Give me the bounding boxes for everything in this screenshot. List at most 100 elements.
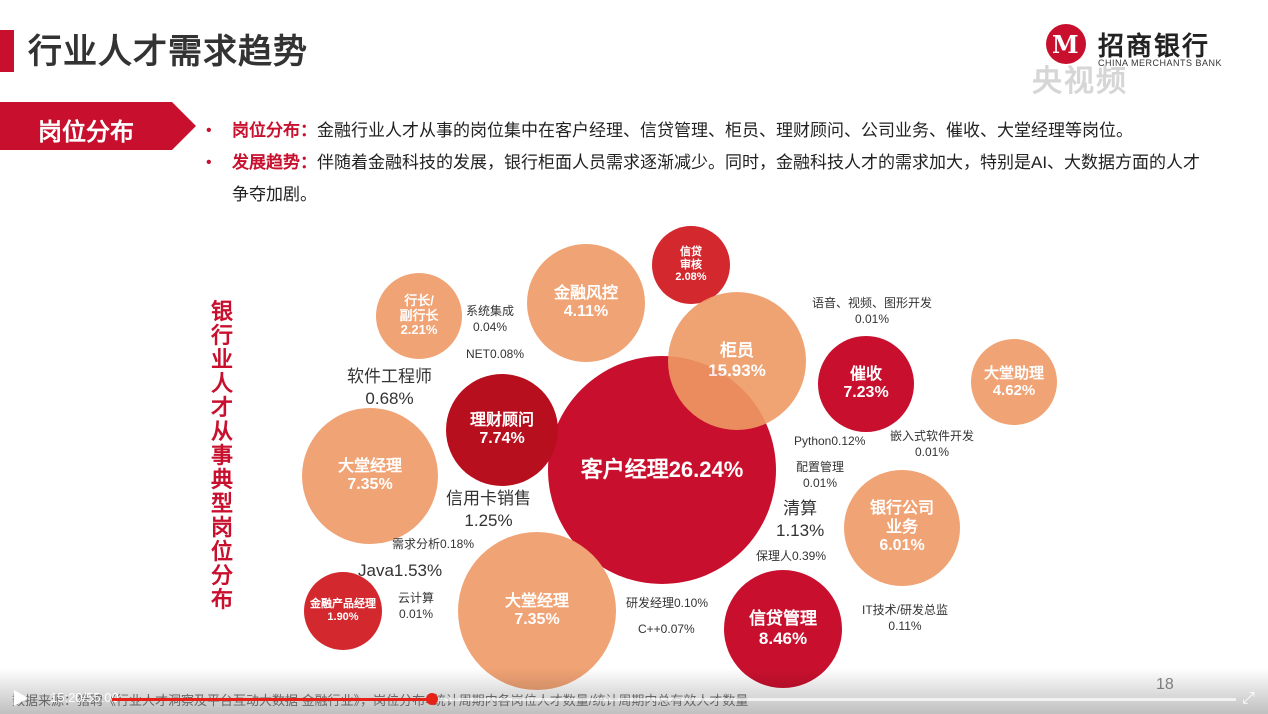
bubble-value: 4.11% bbox=[563, 303, 609, 320]
bubble-value: 15.93% bbox=[708, 361, 766, 380]
bubble-datang-zhuli: 大堂助理 4.62% bbox=[971, 339, 1057, 425]
cmb-logo-mark: M bbox=[1052, 30, 1079, 59]
label-peizhi: 配置管理 0.01% bbox=[796, 460, 844, 491]
bubble-label: 金融风控 bbox=[553, 284, 618, 302]
label-qingsuan: 清算 1.13% bbox=[776, 498, 824, 542]
cmb-logo-icon bbox=[1046, 24, 1086, 64]
label-it-jishu: IT技术/研发总监 0.11% bbox=[862, 603, 948, 634]
label-baoli: 保理人0.39% bbox=[756, 549, 827, 563]
label-xuqiu-fenxi: 需求分析0.18% bbox=[392, 537, 475, 551]
page-number: 18 bbox=[1156, 676, 1174, 694]
label-value: 0.68% bbox=[365, 389, 414, 409]
bubble-hangzhang: 行长/ 副行长 2.21% bbox=[376, 273, 462, 359]
label-cpp: C++0.07% bbox=[638, 622, 695, 636]
bullet-text: 伴随着金融科技的发展，银行柜面人员需求逐渐减少。同时，金融科技人才的需求加大，特… bbox=[232, 153, 1201, 204]
bubble-datang-jingli-2: 大堂经理 7.35% bbox=[458, 532, 616, 690]
bubble-label: 大堂助理 bbox=[983, 364, 1044, 382]
bubble-label: 信贷管理 bbox=[749, 609, 817, 629]
label-value: 0.01% bbox=[398, 606, 434, 621]
title-accent-bar bbox=[0, 30, 14, 72]
label-xitong-jicheng: 系统集成 0.04% bbox=[466, 304, 514, 335]
bubble-label: 理财顾问 bbox=[469, 411, 534, 429]
bubble-label: 审核 bbox=[680, 258, 702, 271]
logo-en: CHINA MERCHANTS BANK bbox=[1098, 58, 1223, 68]
bubble-xindai-shenhe: 信贷 审核 2.08% bbox=[652, 226, 730, 304]
label-value: 0.11% bbox=[888, 618, 922, 633]
bubble-value: 1.90% bbox=[327, 611, 359, 623]
label-java: Java1.53% bbox=[358, 561, 443, 580]
bubble-label: 副行长 bbox=[399, 307, 439, 323]
label-name: 软件工程师 bbox=[347, 367, 432, 386]
bubble-value: 7.35% bbox=[347, 476, 393, 493]
vertical-chart-label: 银行业人才从事典型岗位分布 bbox=[210, 299, 233, 612]
bullet-key: 岗位分布： bbox=[232, 121, 317, 140]
bubble-guiyuan: 柜员 15.93% bbox=[668, 292, 806, 430]
label-name: 配置管理 bbox=[796, 460, 845, 474]
label-python: Python0.12% bbox=[794, 434, 866, 448]
bubble-label: 催收 bbox=[849, 365, 882, 383]
label-name: 语音、视频、图形开发 bbox=[812, 296, 933, 310]
label-yanfa-jingli: 研发经理0.10% bbox=[626, 596, 709, 610]
bullet-2: • 发展趋势：伴随着金融科技的发展，银行柜面人员需求逐渐减少。同时，金融科技人才… bbox=[206, 147, 1217, 211]
play-icon[interactable] bbox=[14, 690, 28, 706]
label-name: 清算 bbox=[783, 499, 818, 518]
bubble-label: 信贷 bbox=[680, 246, 702, 259]
bubble-licai-guwen: 理财顾问 7.74% bbox=[446, 374, 558, 486]
label-xinyongka: 信用卡销售 1.25% bbox=[446, 488, 531, 532]
progress-fill bbox=[112, 698, 432, 701]
label-value: 1.13% bbox=[776, 521, 825, 541]
cctv-watermark: 央视频 bbox=[1032, 65, 1128, 98]
bubble-cuishou: 催收 7.23% bbox=[818, 336, 914, 432]
bullet-text: 金融行业人才从事的岗位集中在客户经理、信贷管理、柜员、理财顾问、公司业务、催收、… bbox=[317, 121, 1133, 140]
bubble-value: 2.21% bbox=[400, 322, 438, 338]
bubble-value: 6.01% bbox=[879, 537, 925, 555]
bubble-label: 业务 bbox=[885, 518, 918, 536]
label-name: 信用卡销售 bbox=[446, 489, 531, 508]
bubble-value: 4.62% bbox=[992, 382, 1036, 399]
label-name: 云计算 bbox=[398, 591, 435, 605]
bubble-value: 7.74% bbox=[479, 430, 525, 447]
progress-knob[interactable] bbox=[426, 693, 438, 705]
progress-track[interactable] bbox=[112, 698, 1236, 701]
bubble-yinhang-gongsi: 银行公司 业务 6.01% bbox=[844, 470, 960, 586]
section-tag-label: 岗位分布 bbox=[38, 119, 134, 146]
bubble-value: 7.35% bbox=[514, 611, 560, 628]
bubble-label: 银行公司 bbox=[869, 500, 934, 518]
bubble-jinrong-chanpin: 金融产品经理 1.90% bbox=[304, 572, 382, 650]
label-name: 系统集成 bbox=[466, 304, 515, 318]
bubble-label: 客户经理26.24% bbox=[580, 457, 744, 483]
bullet-1: • 岗位分布：金融行业人才从事的岗位集中在客户经理、信贷管理、柜员、理财顾问、公… bbox=[206, 115, 1222, 147]
label-ruanjian-gongchengshi: 软件工程师 0.68% bbox=[347, 366, 432, 410]
label-value: 0.01% bbox=[914, 444, 950, 459]
bubble-label: 行长/ bbox=[404, 292, 434, 308]
bubble-label: 柜员 bbox=[720, 341, 754, 361]
label-name: IT技术/研发总监 bbox=[862, 603, 948, 617]
bubble-jinrong-fengkong: 金融风控 4.11% bbox=[527, 244, 645, 362]
section-tag-shape bbox=[0, 102, 196, 150]
label-yuyin: 语音、视频、图形开发 0.01% bbox=[812, 296, 932, 327]
logo-cn: 招商银行 bbox=[1098, 32, 1211, 62]
label-value: 1.25% bbox=[464, 511, 513, 531]
bullet-dot: • bbox=[206, 122, 212, 139]
bubble-label: 大堂经理 bbox=[337, 457, 402, 475]
bullet-key: 发展趋势： bbox=[232, 153, 317, 172]
bubble-value: 2.08% bbox=[675, 271, 707, 284]
bubble-xindai-guanli: 信贷管理 8.46% bbox=[724, 570, 842, 688]
label-yunjisuan: 云计算 0.01% bbox=[398, 591, 434, 622]
bullet-dot: • bbox=[206, 154, 212, 171]
bubble-value: 7.23% bbox=[843, 384, 889, 401]
video-player-bar bbox=[0, 668, 1268, 714]
label-net: NET0.08% bbox=[466, 347, 525, 361]
slide-title: 行业人才需求趋势 bbox=[28, 33, 308, 71]
label-value: 0.01% bbox=[802, 475, 838, 490]
label-name: 嵌入式软件开发 bbox=[890, 429, 975, 443]
label-qianru: 嵌入式软件开发 0.01% bbox=[890, 429, 974, 460]
bubble-label: 大堂经理 bbox=[504, 592, 569, 610]
bubble-datang-jingli-1: 大堂经理 7.35% bbox=[302, 408, 438, 544]
label-value: 0.01% bbox=[854, 311, 890, 326]
bubble-label: 金融产品经理 bbox=[310, 598, 376, 611]
label-value: 0.04% bbox=[472, 319, 508, 334]
playback-time: 15:20/55:00 bbox=[50, 690, 119, 705]
bubble-value: 8.46% bbox=[758, 629, 808, 648]
fullscreen-icon[interactable]: ⤢ bbox=[1242, 690, 1255, 707]
